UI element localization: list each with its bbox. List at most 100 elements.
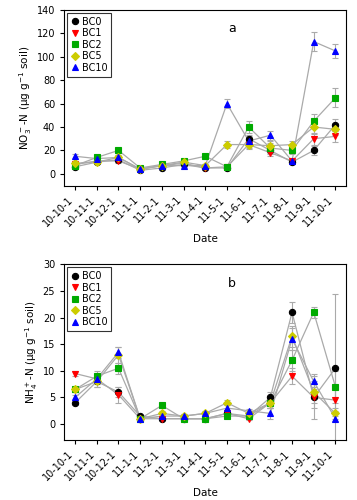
BC1: [73, 162, 77, 168]
BC10: [138, 416, 142, 422]
BC2: [312, 118, 316, 124]
BC5: [160, 410, 164, 416]
BC5: [116, 352, 121, 358]
BC5: [268, 400, 272, 406]
Line: BC5: BC5: [72, 124, 338, 172]
BC5: [333, 126, 338, 132]
BC0: [73, 164, 77, 170]
BC10: [247, 408, 251, 414]
Line: BC5: BC5: [72, 333, 338, 422]
BC10: [290, 158, 294, 164]
BC1: [290, 158, 294, 164]
BC2: [290, 357, 294, 363]
BC1: [290, 373, 294, 379]
Legend: BC0, BC1, BC2, BC5, BC10: BC0, BC1, BC2, BC5, BC10: [67, 13, 111, 76]
BC0: [333, 365, 338, 371]
BC5: [73, 160, 77, 166]
BC1: [138, 166, 142, 172]
BC0: [268, 394, 272, 400]
BC10: [160, 162, 164, 168]
BC10: [268, 132, 272, 138]
BC10: [312, 38, 316, 44]
BC5: [116, 154, 121, 160]
BC5: [247, 142, 251, 148]
BC2: [95, 373, 99, 379]
BC2: [116, 148, 121, 154]
BC0: [225, 410, 229, 416]
BC1: [268, 150, 272, 156]
BC1: [160, 416, 164, 422]
BC1: [116, 158, 121, 164]
BC1: [73, 370, 77, 376]
BC5: [203, 410, 207, 416]
BC2: [203, 416, 207, 422]
BC2: [160, 162, 164, 168]
BC2: [333, 95, 338, 101]
BC2: [225, 164, 229, 170]
Line: BC1: BC1: [72, 133, 338, 172]
Line: BC10: BC10: [72, 38, 338, 172]
BC0: [203, 416, 207, 422]
BC2: [73, 386, 77, 392]
BC2: [290, 148, 294, 154]
BC5: [225, 142, 229, 148]
BC5: [138, 166, 142, 172]
BC2: [73, 162, 77, 168]
BC0: [268, 148, 272, 154]
BC0: [116, 157, 121, 163]
Line: BC2: BC2: [72, 94, 338, 171]
BC5: [203, 162, 207, 168]
Line: BC2: BC2: [72, 309, 338, 422]
BC0: [181, 416, 186, 422]
BC2: [203, 154, 207, 160]
Line: BC10: BC10: [72, 336, 338, 422]
BC1: [160, 162, 164, 168]
BC5: [95, 378, 99, 384]
BC0: [181, 162, 186, 168]
BC1: [138, 416, 142, 422]
BC0: [95, 159, 99, 165]
BC2: [95, 154, 99, 160]
BC10: [333, 416, 338, 422]
BC1: [203, 416, 207, 422]
BC10: [333, 48, 338, 54]
BC10: [116, 154, 121, 160]
BC10: [225, 405, 229, 411]
X-axis label: Date: Date: [193, 488, 218, 498]
BC5: [160, 162, 164, 168]
BC2: [138, 165, 142, 171]
BC2: [268, 145, 272, 151]
BC5: [138, 416, 142, 422]
BC2: [181, 416, 186, 422]
BC0: [160, 416, 164, 422]
BC1: [312, 136, 316, 141]
BC5: [312, 124, 316, 130]
Text: a: a: [228, 22, 236, 36]
BC2: [247, 413, 251, 419]
BC10: [73, 154, 77, 160]
BC10: [290, 336, 294, 342]
BC1: [116, 392, 121, 398]
BC0: [95, 378, 99, 384]
BC10: [203, 410, 207, 416]
BC5: [268, 142, 272, 148]
BC5: [247, 410, 251, 416]
BC2: [160, 402, 164, 408]
BC2: [225, 413, 229, 419]
BC1: [95, 158, 99, 164]
Line: BC1: BC1: [72, 370, 338, 422]
BC1: [225, 410, 229, 416]
BC2: [247, 124, 251, 130]
Y-axis label: NO$_3^-$-N (μg g$^{-1}$ soil): NO$_3^-$-N (μg g$^{-1}$ soil): [17, 46, 34, 150]
BC10: [138, 166, 142, 172]
BC5: [225, 400, 229, 406]
BC5: [290, 334, 294, 340]
X-axis label: Date: Date: [193, 234, 218, 244]
BC0: [73, 400, 77, 406]
BC0: [138, 168, 142, 173]
BC1: [247, 142, 251, 148]
Line: BC0: BC0: [72, 122, 338, 174]
BC1: [333, 134, 338, 140]
BC2: [312, 310, 316, 316]
BC10: [312, 378, 316, 384]
